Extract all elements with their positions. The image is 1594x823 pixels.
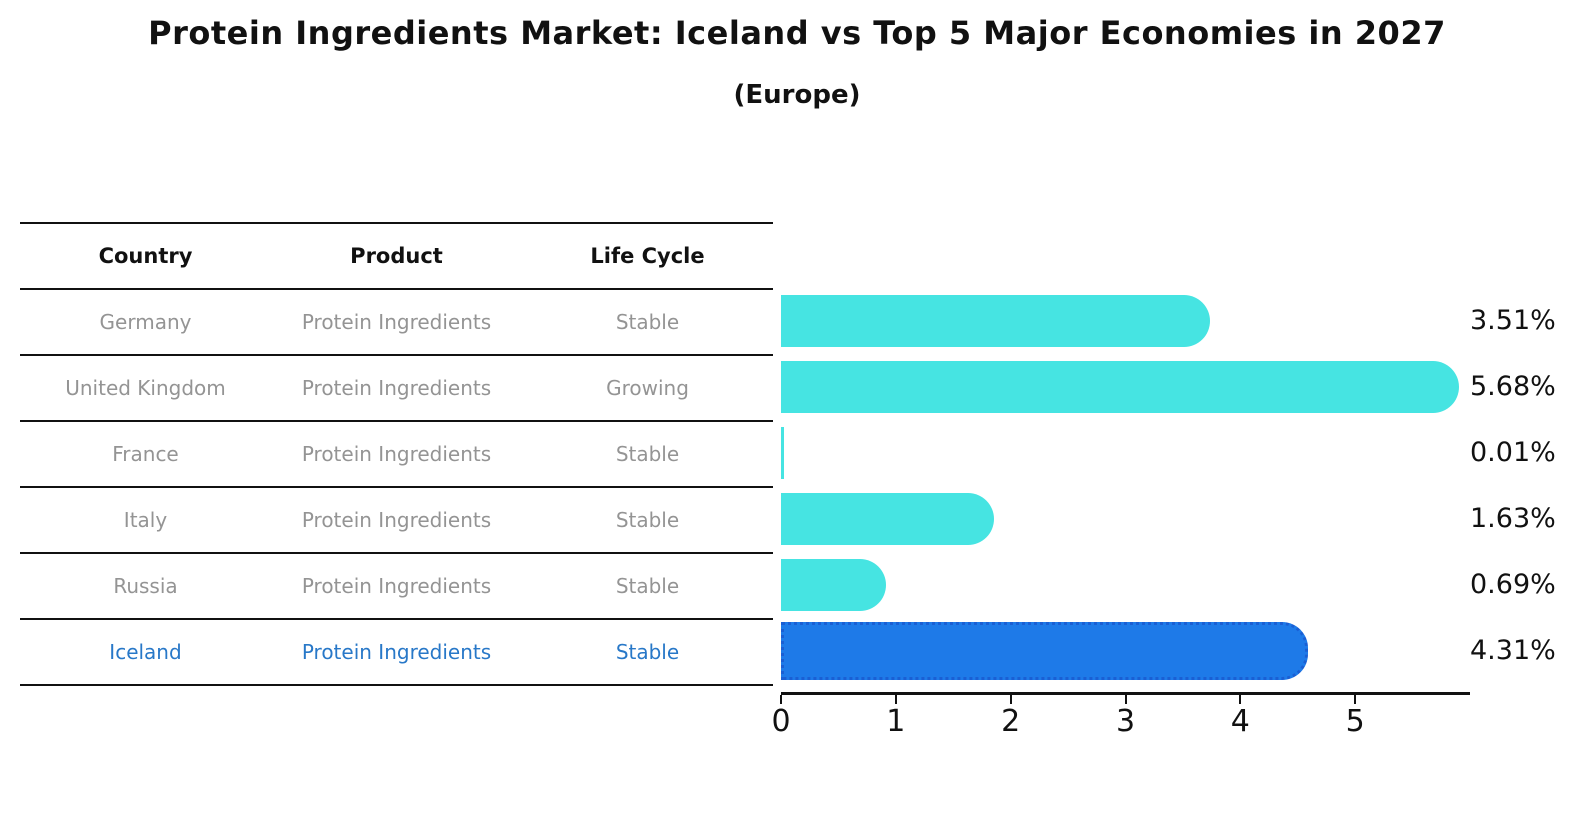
x-tick-label: 4 [1230, 704, 1250, 739]
x-tick-mark [1124, 695, 1127, 704]
cell-product: Protein Ingredients [301, 508, 492, 532]
bar-row-italy [781, 486, 1470, 552]
cell-life-cycle: Stable [615, 640, 680, 664]
cell-country: United Kingdom [65, 376, 226, 400]
x-tick-mark [894, 695, 897, 704]
bar-united-kingdom [781, 361, 1460, 413]
x-axis-line [781, 692, 1470, 695]
value-label-italy: 1.63% [1470, 503, 1556, 534]
cell-country: France [112, 442, 179, 466]
value-label-france: 0.01% [1470, 437, 1556, 468]
cell-product: Protein Ingredients [301, 376, 492, 400]
table-row-russia: Russia Protein Ingredients Stable [20, 554, 773, 620]
bar-germany [781, 295, 1211, 347]
cell-life-cycle: Stable [615, 442, 680, 466]
header-product: Product [350, 244, 443, 268]
bar-row-russia [781, 552, 1470, 618]
cell-country: Italy [123, 508, 168, 532]
bar-italy [781, 493, 995, 545]
cell-product: Protein Ingredients [301, 310, 492, 334]
chart-title: Protein Ingredients Market: Iceland vs T… [148, 14, 1446, 52]
value-label-iceland: 4.31% [1470, 635, 1556, 666]
x-tick-mark [780, 695, 782, 704]
cell-life-cycle: Stable [615, 310, 680, 334]
table-row-france: France Protein Ingredients Stable [20, 422, 773, 488]
table-row-italy: Italy Protein Ingredients Stable [20, 488, 773, 554]
bar-iceland [781, 622, 1308, 680]
cell-life-cycle: Stable [615, 574, 680, 598]
cell-country: Russia [113, 574, 178, 598]
value-label-germany: 3.51% [1470, 305, 1556, 336]
bar-row-france [781, 420, 1470, 486]
value-label-russia: 0.69% [1470, 569, 1556, 600]
x-tick-label: 3 [1115, 704, 1136, 739]
x-tick-label: 5 [1345, 704, 1365, 739]
cell-country: Iceland [109, 640, 182, 664]
x-tick-mark [1354, 695, 1357, 704]
table-row-germany: Germany Protein Ingredients Stable [20, 290, 773, 356]
x-tick-mark [1009, 695, 1012, 704]
cell-product: Protein Ingredients [301, 640, 492, 664]
cell-product: Protein Ingredients [301, 574, 492, 598]
header-country: Country [98, 244, 193, 268]
bar-row-united-kingdom [781, 354, 1470, 420]
table-header-row: Country Product Life Cycle [20, 224, 773, 290]
bar-row-germany [781, 288, 1470, 354]
chart-subtitle: (Europe) [733, 80, 861, 110]
cell-country: Germany [99, 310, 192, 334]
horizontal-bar-chart [781, 288, 1470, 684]
value-label-united-kingdom: 5.68% [1470, 371, 1556, 402]
x-tick-label: 1 [886, 704, 906, 739]
cell-life-cycle: Stable [615, 508, 680, 532]
cell-product: Protein Ingredients [301, 442, 492, 466]
bar-russia [781, 559, 887, 611]
table-row-united-kingdom: United Kingdom Protein Ingredients Growing [20, 356, 773, 422]
bar-france [781, 427, 784, 479]
bar-row-iceland [781, 618, 1470, 684]
cell-life-cycle: Growing [606, 376, 689, 400]
x-tick-label: 0 [771, 704, 791, 739]
table-row-iceland: Iceland Protein Ingredients Stable [20, 620, 773, 686]
header-life-cycle: Life Cycle [590, 244, 705, 268]
x-tick-label: 2 [1001, 704, 1021, 739]
country-table: Country Product Life Cycle Germany Protei… [20, 222, 773, 686]
x-tick-mark [1239, 695, 1242, 704]
